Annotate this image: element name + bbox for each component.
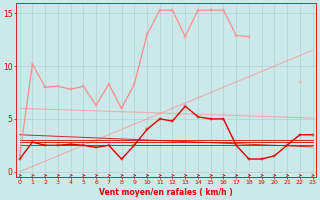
X-axis label: Vent moyen/en rafales ( km/h ): Vent moyen/en rafales ( km/h ) xyxy=(99,188,233,197)
